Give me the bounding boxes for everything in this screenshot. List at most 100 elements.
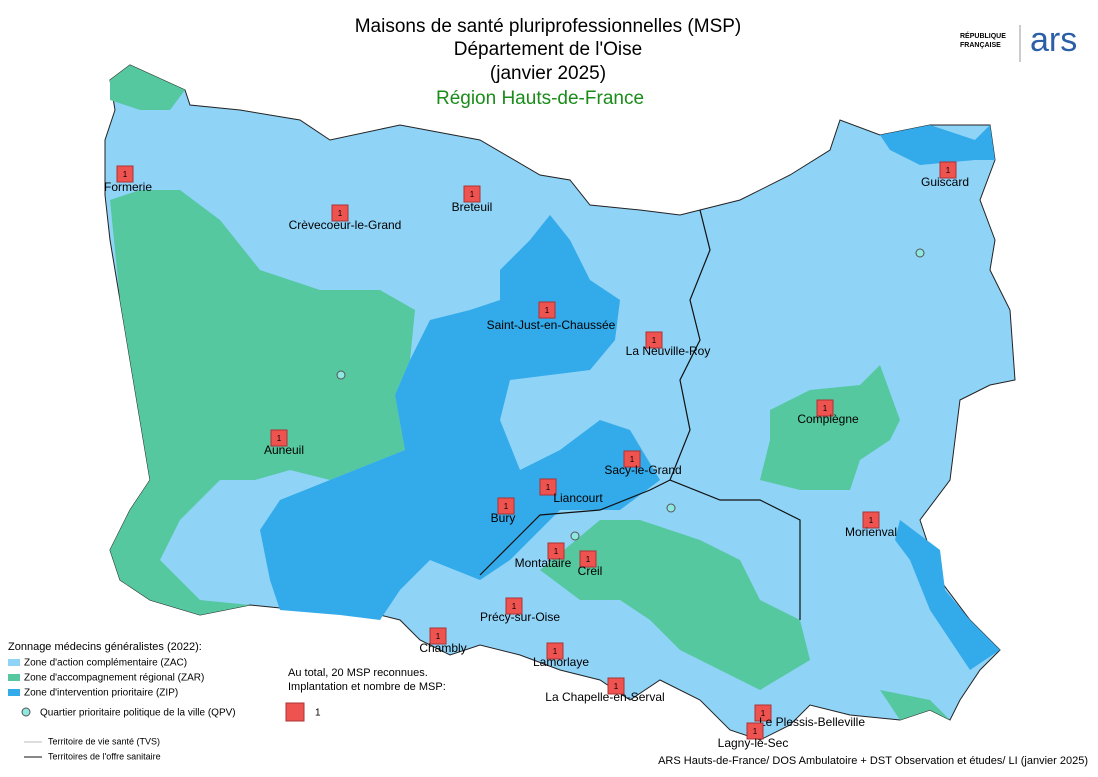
msp-marker: [331, 204, 349, 222]
legend-total: Au total, 20 MSP reconnues.: [288, 667, 428, 679]
zip-area: [880, 125, 995, 165]
town-label: Creil: [578, 564, 603, 578]
town-label: Chambly: [419, 641, 466, 655]
zar-area: [110, 65, 185, 110]
msp-count: 1: [761, 709, 766, 718]
legend-label: Zone d'accompagnement régional (ZAR): [24, 673, 204, 684]
msp-count: 1: [436, 632, 441, 641]
zip-area: [895, 520, 1000, 670]
msp-marker: [429, 627, 447, 645]
msp-marker: [547, 542, 565, 560]
legend-qpv: [21, 707, 31, 717]
town-label: Guiscard: [921, 175, 969, 189]
legend-title: Zonnage médecins généralistes (2022):: [8, 641, 202, 653]
msp-count: 1: [869, 516, 874, 525]
msp-marker: [505, 597, 523, 615]
msp-count: 1: [338, 209, 343, 218]
town-label: Bury: [491, 511, 516, 525]
town-label: La Chapelle-en-Serval: [545, 690, 664, 704]
msp-count: 1: [553, 647, 558, 656]
qpv-dot: [570, 531, 580, 541]
town-label: Liancourt: [553, 491, 603, 505]
town-label: Compiègne: [797, 412, 859, 426]
zar-area: [540, 520, 810, 690]
territory-border: [669, 209, 801, 620]
town-label: Précy-sur-Oise: [480, 610, 560, 624]
legend-label: 1: [315, 708, 321, 719]
msp-count: 1: [470, 190, 475, 199]
town-label: Crèvecoeur-le-Grand: [289, 218, 402, 232]
msp-marker: [579, 550, 597, 568]
msp-marker: [546, 642, 564, 660]
msp-count: 1: [946, 166, 951, 175]
legend-implantation: Implantation et nombre de MSP:: [288, 681, 446, 693]
msp-marker: [862, 511, 880, 529]
msp-marker: [539, 478, 557, 496]
town-label: Saint-Just-en-Chaussée: [487, 318, 616, 332]
town-label: Morienval: [845, 525, 897, 539]
msp-marker: [746, 722, 764, 740]
town-label: Lagny-le-Sec: [718, 736, 789, 750]
zar-area: [110, 190, 415, 615]
msp-count: 1: [546, 483, 551, 492]
town-label: La Neuville-Roy: [626, 344, 711, 358]
logo-ars: ars: [1030, 21, 1077, 59]
qpv-dot: [666, 503, 676, 513]
title: (janvier 2025): [490, 63, 606, 84]
source: ARS Hauts-de-France/ DOS Ambulatoire + D…: [658, 755, 1088, 767]
msp-marker: [607, 677, 625, 695]
msp-count: 1: [554, 547, 559, 556]
msp-marker: [463, 185, 481, 203]
msp-marker: [497, 497, 515, 515]
msp-count: 1: [823, 404, 828, 413]
msp-marker: [645, 331, 663, 349]
town-label: Formerie: [104, 180, 152, 194]
msp-count: 1: [512, 602, 517, 611]
legend-label: Zone d'intervention prioritaire (ZIP): [24, 688, 178, 699]
logo-rf: RÉPUBLIQUE: [960, 31, 1006, 40]
legend-label: Zone d'action complémentaire (ZAC): [24, 658, 187, 669]
town-label: Breteuil: [452, 200, 493, 214]
legend-swatch: [8, 689, 20, 696]
legend-label: Territoires de l'offre sanitaire: [48, 751, 161, 761]
zar-area: [880, 690, 950, 720]
legend-swatch: [8, 659, 20, 666]
map: [104, 64, 1016, 741]
msp-count: 1: [545, 306, 550, 315]
town-label: Lamorlaye: [533, 655, 589, 669]
legend-label: Territoire de vie santé (TVS): [48, 736, 160, 746]
legend-swatch: [8, 674, 20, 681]
msp-marker: [116, 165, 134, 183]
qpv-dot: [336, 370, 346, 380]
zip-area: [260, 215, 660, 620]
msp-count: 1: [504, 502, 509, 511]
msp-marker: [538, 301, 556, 319]
title: Département de l'Oise: [454, 39, 642, 60]
subtitle: Région Hauts-de-France: [436, 88, 644, 109]
msp-marker: [270, 429, 288, 447]
zar-area: [760, 365, 900, 490]
town-label: Auneuil: [264, 443, 304, 457]
town-label: Le Plessis-Belleville: [759, 715, 865, 729]
msp-count: 1: [586, 555, 591, 564]
msp-marker: [816, 399, 834, 417]
logo-rf: FRANÇAISE: [960, 42, 1001, 49]
territory-border: [479, 479, 671, 576]
towns: 1Formerie1Crèvecoeur-le-Grand1Breteuil1G…: [104, 161, 969, 750]
title: Maisons de santé pluriprofessionnelles (…: [355, 16, 742, 37]
msp-marker: [754, 704, 772, 722]
msp-count: 1: [652, 336, 657, 345]
legend-label: Quartier prioritaire politique de la vil…: [40, 708, 236, 719]
msp-marker: [939, 161, 957, 179]
msp-count: 1: [277, 434, 282, 443]
legend-marker: [285, 702, 305, 722]
town-label: Sacy-le-Grand: [604, 463, 681, 477]
msp-count: 1: [614, 682, 619, 691]
qpv-dot: [915, 248, 925, 258]
town-label: Montataire: [515, 556, 572, 570]
msp-count: 1: [630, 455, 635, 464]
msp-count: 1: [753, 727, 758, 736]
msp-marker: [623, 450, 641, 468]
msp-count: 1: [123, 170, 128, 179]
